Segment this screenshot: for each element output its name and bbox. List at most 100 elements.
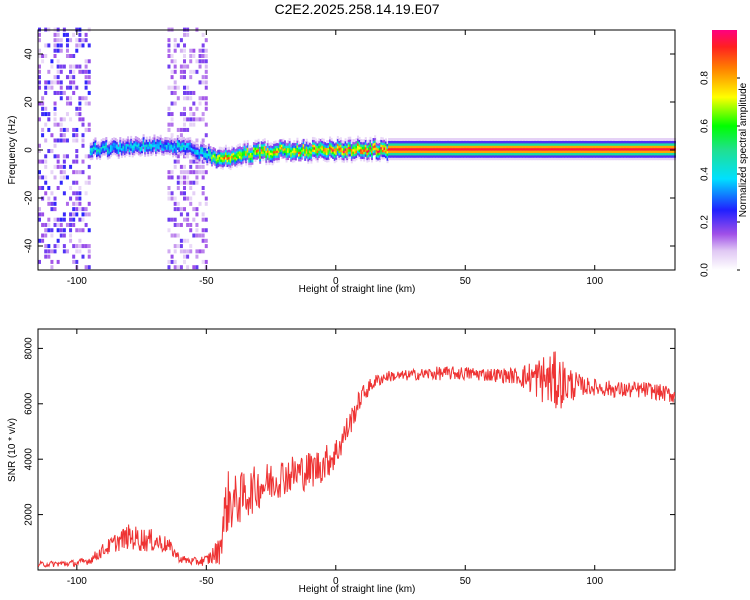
spectrogram-ridge-cell (287, 152, 290, 156)
spectrogram-noise-cell (56, 238, 60, 243)
spectrogram-ridge-cell (226, 164, 229, 168)
spectrogram-ridge-cell (456, 140, 459, 144)
spectrogram-ridge-cell (437, 140, 440, 144)
spectrogram-ridge-cell (630, 145, 633, 149)
spectrogram-ridge-cell (467, 140, 470, 144)
spectrogram-ridge-cell (591, 140, 594, 144)
spectrogram-ridge-cell (178, 151, 181, 155)
spectrogram-ridge-cell (470, 138, 473, 141)
spectrogram-ridge-cell (276, 159, 279, 163)
spectrogram-ridge-cell (425, 147, 428, 151)
spectrogram-ridge-cell (451, 157, 454, 161)
spectrogram-ridge-cell (569, 142, 572, 146)
spectrogram-ridge-cell (256, 142, 259, 146)
spectrogram-ridge-cell (391, 152, 394, 156)
snr-ytick-label: 4000 (24, 448, 35, 471)
spectrogram-ridge-cell (614, 140, 617, 144)
spectrogram-ridge-cell (257, 141, 260, 145)
spectrogram-ridge-cell (656, 145, 659, 149)
spectrogram-ridge-cell (123, 149, 126, 153)
spectrogram-ridge-cell (555, 152, 558, 156)
spectrogram-ridge-cell (459, 152, 462, 156)
spectrogram-ridge-cell (116, 146, 119, 150)
spectrogram-noise-cell (81, 143, 85, 148)
spectrogram-ridge-cell (304, 143, 307, 147)
spectrogram-ridge-cell (506, 140, 509, 144)
spectrogram-ridge-cell (523, 152, 526, 156)
spectrogram-ridge-cell (509, 140, 512, 144)
spectrogram-ridge-cell (450, 150, 453, 153)
spectrogram-noise-cell (186, 32, 190, 37)
spectrogram-ridge-cell (563, 154, 566, 158)
spectrogram-ridge-cell (484, 147, 487, 151)
spectrogram-ridge-cell (554, 150, 557, 153)
spectrogram-ridge-cell (364, 149, 367, 153)
spectrogram-ridge-cell (470, 157, 473, 161)
spectrogram-ridge-cell (490, 140, 493, 144)
spectrogram-ridge-cell (628, 150, 631, 153)
spectrogram-noise-cell (38, 259, 41, 264)
spectrogram-ridge-cell (271, 159, 274, 163)
spectrogram-noise-cell (56, 59, 60, 64)
spectrogram-ridge-cell (593, 157, 596, 161)
spectrogram-noise-cell (56, 159, 60, 164)
spectrogram-ridge-cell (97, 146, 100, 150)
spectrogram-ridge-cell (473, 147, 476, 151)
spectrogram-ridge-cell (325, 157, 328, 161)
spectrogram-ridge-cell (109, 151, 112, 155)
spectrogram-ridge-cell (422, 142, 425, 146)
spectrogram-ridge-cell (246, 147, 249, 151)
spectrogram-ridge-cell (583, 150, 586, 153)
spectrogram-ridge-cell (106, 154, 109, 158)
spectrogram-ridge-cell (663, 152, 666, 156)
spectrogram-ridge-cell (375, 151, 378, 155)
spectrogram-ridge-cell (352, 151, 355, 155)
spectrogram-ridge-cell (444, 150, 447, 153)
spectrogram-ridge-cell (217, 159, 220, 163)
spectrogram-ridge-cell (375, 156, 378, 160)
spectrogram-ridge-cell (111, 145, 114, 149)
spectrogram-ridge-cell (655, 140, 658, 144)
spectrogram-ridge-cell (133, 145, 136, 149)
spectrogram-ridge-cell (622, 152, 625, 156)
spectrogram-ridge-cell (338, 149, 341, 153)
spectrogram-ridge-cell (388, 152, 391, 156)
spectrogram-ridge-cell (97, 153, 100, 157)
spectrogram-ridge-cell (639, 142, 642, 146)
spectrogram-noise-cell (170, 69, 174, 74)
spectrogram-ridge-cell (237, 148, 240, 152)
spectrogram-ridge-cell (510, 145, 513, 149)
spectrogram-ridge-cell (414, 145, 417, 149)
spectrogram-ridge-cell (566, 147, 569, 151)
spectrogram-ridge-cell (585, 145, 588, 149)
spectrogram-ridge-cell (607, 142, 610, 146)
spectrogram-ridge-cell (487, 154, 490, 158)
spectrogram-ridge-cell (422, 150, 425, 153)
spectrogram-ridge-cell (604, 147, 607, 151)
spectrogram-ridge-cell (150, 141, 153, 145)
spectrogram-ridge-cell (495, 157, 498, 161)
spectrogram-ridge-cell (467, 150, 470, 153)
spectrogram-ridge-cell (613, 147, 616, 151)
spectrogram-ridge-cell (246, 159, 249, 163)
spectrogram-ridge-cell (669, 145, 672, 149)
spectrogram-ridge-cell (600, 138, 603, 141)
spectrogram-ridge-cell (526, 150, 529, 153)
spectrogram-ridge-cell (599, 138, 602, 141)
spectrogram-ridge-cell (343, 159, 346, 163)
spectrogram-ridge-cell (596, 152, 599, 156)
spectrogram-ridge-cell (277, 142, 280, 146)
spectrogram-ridge-cell (661, 138, 664, 141)
spectrogram-ridge-cell (597, 152, 600, 156)
spectrogram-ridge-cell (389, 152, 392, 156)
spectrogram-ridge-cell (256, 139, 259, 143)
spectrogram-noise-cell (84, 101, 88, 106)
spectrogram-ridge-cell (529, 157, 532, 161)
spectrogram-ridge-cell (271, 150, 274, 154)
spectrogram-ridge-cell (465, 150, 468, 153)
spectrogram-ridge-cell (512, 154, 515, 158)
spectrogram-ridge-cell (256, 151, 259, 155)
spectrogram-ridge-cell (667, 145, 670, 149)
spectrogram-noise-cell (170, 259, 174, 264)
spectrogram-ridge-cell (503, 152, 506, 156)
